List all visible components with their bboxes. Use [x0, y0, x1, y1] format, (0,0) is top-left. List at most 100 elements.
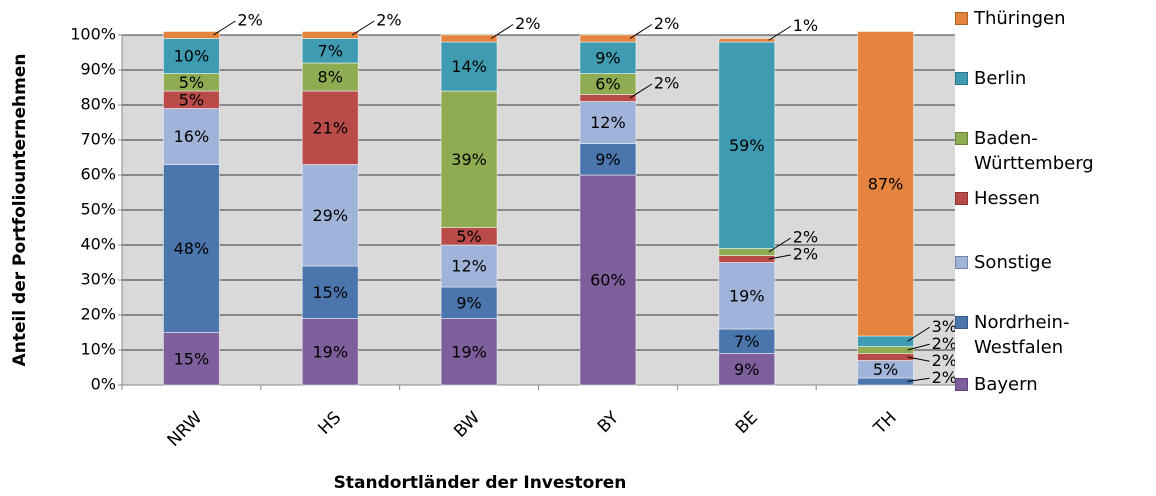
data-label: 2% [932, 351, 955, 370]
x-tick-label: BW [450, 408, 484, 442]
data-label: 7% [318, 41, 343, 60]
bar-segment [857, 31, 915, 337]
data-label: 2% [376, 11, 401, 30]
leader-line [768, 25, 792, 41]
legend-swatch [955, 378, 968, 391]
data-label: 2% [793, 228, 818, 247]
data-label: 6% [595, 75, 620, 94]
data-label: 60% [590, 271, 626, 290]
legend-swatch [955, 256, 968, 269]
data-label: 10% [174, 47, 210, 66]
bar-segment [301, 31, 359, 39]
leader-line [490, 24, 514, 39]
data-label: 3% [932, 317, 955, 336]
bar-segment [440, 34, 498, 43]
legend-label: Bayern [974, 374, 1038, 395]
bar-segment [718, 248, 776, 256]
data-label: 9% [595, 48, 620, 67]
data-label: 5% [873, 360, 898, 379]
bar-segment [857, 377, 915, 386]
legend-item: Bayern [955, 372, 1114, 397]
leader-line [351, 20, 375, 36]
data-label: 2% [932, 334, 955, 353]
bar-segment [579, 94, 637, 102]
data-label: 9% [734, 360, 759, 379]
data-label: 39% [451, 150, 487, 169]
leader-line [768, 237, 792, 253]
bar-segment [857, 346, 915, 354]
leader-line [629, 24, 653, 39]
data-label: 9% [456, 293, 481, 312]
leader-line [907, 326, 930, 342]
data-label: 2% [515, 14, 540, 33]
x-tick-label: BE [732, 408, 762, 438]
x-tick-label: TH [869, 408, 900, 439]
data-label: 7% [734, 332, 759, 351]
leader-line [907, 356, 930, 362]
data-label: 2% [654, 74, 679, 93]
data-label: 15% [174, 349, 210, 368]
bar-segment [301, 164, 359, 267]
y-tick-label: 0% [91, 375, 116, 394]
y-tick-label: 10% [80, 340, 116, 359]
bar-segment [579, 174, 637, 386]
data-label: 2% [932, 368, 955, 387]
legend-label: Baden-Württemberg [974, 128, 1094, 174]
data-label: 12% [451, 257, 487, 276]
legend-swatch [955, 316, 968, 329]
x-tick-label: NRW [164, 408, 207, 451]
bar-segment [162, 108, 220, 165]
chart: Standortländer der Investoren Anteil der… [10, 11, 955, 493]
legend-item: Berlin [955, 66, 1114, 91]
legend-swatch [955, 12, 968, 25]
legend-swatch [955, 132, 968, 145]
bar-segment [579, 34, 637, 43]
bar-segment [718, 353, 776, 386]
bar-segment [718, 38, 776, 43]
bar-segment [440, 318, 498, 386]
y-tick-label: 20% [80, 305, 116, 324]
legend-item: Hessen [955, 186, 1114, 211]
data-label: 5% [456, 227, 481, 246]
y-tick-label: 40% [80, 235, 116, 254]
bar-segment [162, 31, 220, 39]
bar-segment [579, 143, 637, 176]
bar-segment [857, 353, 915, 361]
leader-line [907, 343, 930, 351]
data-label: 8% [318, 68, 343, 87]
y-tick-label: 80% [80, 95, 116, 114]
legend-label: Thüringen [974, 8, 1066, 29]
y-tick-label: 90% [80, 60, 116, 79]
bar-segment [301, 62, 359, 92]
legend-item: Thüringen [955, 6, 1114, 31]
legend-label: Berlin [974, 68, 1027, 89]
leader-line [768, 254, 791, 260]
data-label: 29% [312, 206, 348, 225]
legend-item: Sonstige [955, 250, 1114, 275]
x-tick-label: BY [594, 407, 624, 437]
legend: Thüringen Berlin Baden-Württemberg Hessen So… [955, 0, 1155, 496]
legend-item: Nordrhein-Westfalen [955, 310, 1114, 360]
data-label: 59% [729, 136, 765, 155]
legend-item: Baden-Württemberg [955, 126, 1114, 176]
bar-segment [162, 38, 220, 74]
data-label: 87% [868, 174, 904, 193]
bar-segment [162, 164, 220, 333]
data-label: 19% [312, 342, 348, 361]
data-label: 19% [451, 342, 487, 361]
bar-segment [579, 101, 637, 144]
legend-swatch [955, 192, 968, 205]
legend-swatch [955, 72, 968, 85]
data-label: 2% [793, 245, 818, 264]
bar-segment [301, 265, 359, 319]
bar-segment [440, 41, 498, 92]
leader-line [629, 83, 653, 99]
data-label: 5% [179, 73, 204, 92]
leader-line [213, 20, 236, 36]
bar-segment [718, 255, 776, 263]
x-axis-title: Standortländer der Investoren [334, 473, 627, 493]
data-label: 2% [237, 11, 262, 30]
y-tick-label: 70% [80, 130, 116, 149]
data-label: 19% [729, 286, 765, 305]
y-tick-label: 50% [80, 200, 116, 219]
